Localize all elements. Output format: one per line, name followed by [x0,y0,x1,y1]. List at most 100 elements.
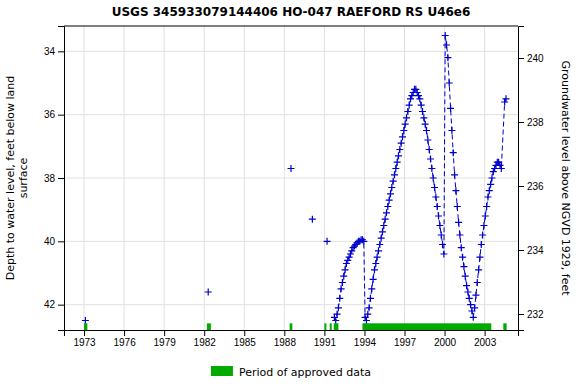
series-marker [367,295,374,302]
chart: 1973197619791982198519881991199419972000… [0,0,576,384]
series-marker [450,149,457,156]
series-marker [460,263,467,270]
series-marker [467,301,474,308]
series-marker [400,127,407,134]
series-marker [396,146,403,153]
series-marker [495,159,502,166]
x-axis-tick-mark [485,330,486,336]
x-axis-tick-mark [124,330,125,336]
y2-axis: 232234236238240 [518,27,544,331]
series-marker [502,95,509,102]
series-marker [288,165,295,172]
series-marker [478,241,485,248]
series-marker [486,187,493,194]
series-marker [398,140,405,147]
y2-axis-tick-label: 238 [527,117,544,128]
legend-swatch [211,366,233,376]
series-marker [394,159,401,166]
y2-axis-tick-mark [518,250,524,251]
series-marker [416,95,423,102]
approved-span [207,323,211,330]
y-axis-tick: 40 [44,236,64,247]
series-marker [491,165,498,172]
series-marker [370,276,377,283]
x-axis-tick-mark [364,330,365,336]
series-marker [344,257,351,264]
series-marker [419,108,426,115]
y-axis-tick-label: 42 [44,299,56,310]
x-axis-tick-mark [324,330,325,336]
legend-label: Period of approved data [239,366,371,379]
series-marker [484,194,491,201]
y-axis-tick: 42 [44,299,64,310]
x-axis-line [65,331,519,337]
x-axis-tick-mark [405,330,406,336]
series-marker [490,168,497,175]
series-marker [407,95,414,102]
x-axis-tick-mark [445,330,446,336]
x-axis-tick-label: 1979 [154,337,177,348]
series-marker [402,121,409,128]
y2-axis-title: Groundwater level above NGVD 1929, feet [559,60,572,296]
y2-axis-tick-label: 232 [527,309,544,320]
series-marker [480,222,487,229]
x-axis-tick: 1973 [73,330,96,348]
x-axis: 1973197619791982198519881991199419972000… [65,330,519,348]
legend-item: Period of approved data [211,366,371,379]
x-axis-tick: 1979 [154,330,177,348]
x-axis-tick-mark [204,330,205,336]
series-marker [498,165,505,172]
series-marker [391,171,398,178]
series-line [85,36,506,321]
series-marker [443,42,450,49]
series-marker [440,251,447,258]
x-axis-tick-mark [164,330,165,336]
y-axis-tick: 38 [44,173,64,184]
y2-axis-tick: 232 [518,309,544,320]
series-marker [338,285,345,292]
series-marker [404,108,411,115]
y-axis-tick-label: 34 [44,46,56,57]
approved-span [324,323,326,330]
series-marker [408,92,415,99]
series-marker [371,266,378,273]
approved-span [334,323,339,330]
series-marker [482,213,489,220]
x-axis-tick-label: 1985 [234,337,257,348]
series-marker [487,181,494,188]
series-marker [420,114,427,121]
series-marker [335,304,342,311]
series-marker [412,86,419,93]
series-marker [456,232,463,239]
series-marker [205,289,212,296]
series-marker [387,190,394,197]
series-marker [334,311,341,318]
series-marker [455,219,462,226]
series-marker [427,156,434,163]
series-marker [476,254,483,261]
series-marker [379,228,386,235]
series-marker [368,285,375,292]
series-marker [458,244,465,251]
x-axis-tick: 2000 [434,330,457,348]
x-axis-tick-label: 2000 [434,337,457,348]
series-marker [336,295,343,302]
x-axis-tick: 1985 [234,330,257,348]
y2-axis-tick: 234 [518,245,544,256]
series-marker [488,175,495,182]
x-axis-tick-label: 1982 [194,337,217,348]
series-marker [395,152,402,159]
series-marker [422,121,429,128]
grid [64,26,518,330]
y-axis-tick-label: 38 [44,173,56,184]
approved-span [330,323,332,330]
series-marker [375,247,382,254]
series-marker [435,213,442,220]
series-marker [464,289,471,296]
y-axis-tick-mark [58,241,64,242]
series-marker [423,127,430,134]
series-marker [309,216,316,223]
series-marker [471,304,478,311]
x-axis-tick-mark [284,330,285,336]
legend: Period of approved data [211,366,371,379]
